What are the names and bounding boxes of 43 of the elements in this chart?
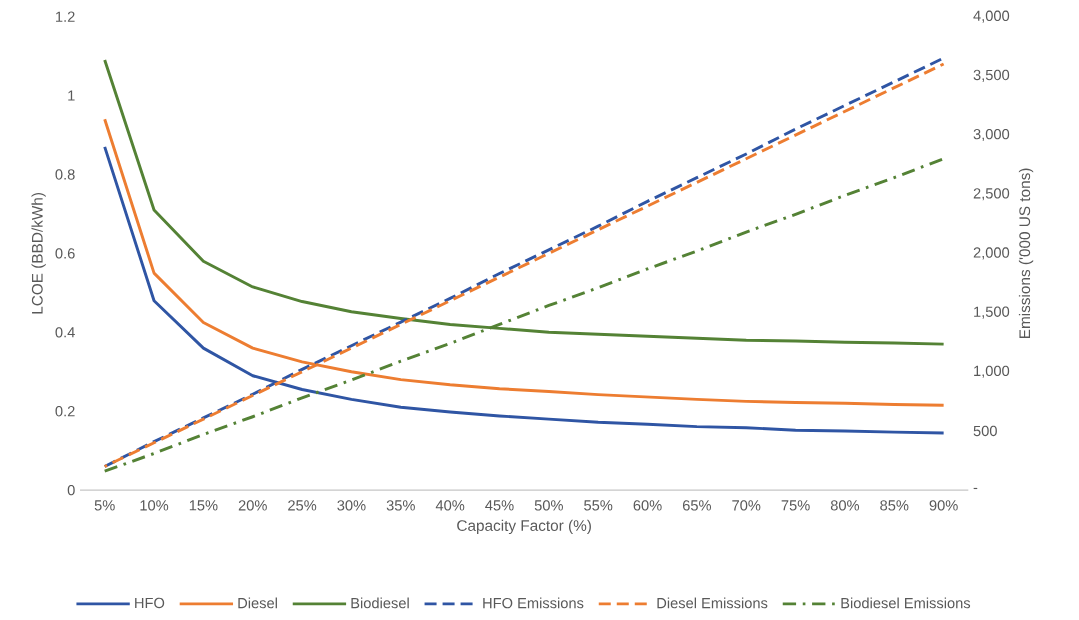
- x-tick-label: 70%: [732, 500, 761, 511]
- x-tick-label: 20%: [238, 500, 267, 511]
- y2-tick-label: 1,000: [974, 365, 1010, 379]
- y2-tick-label: 3,500: [973, 70, 1010, 83]
- x-tick-label: 30%: [337, 500, 366, 511]
- y-axis-title: LCOE (BBD/kWh): [31, 193, 46, 314]
- legend-label: Diesel Emissions: [657, 597, 768, 609]
- x-tick-label: 55%: [584, 500, 613, 511]
- y-tick-label: 0.2: [55, 406, 75, 417]
- x-tick-label: 45%: [485, 500, 514, 511]
- y2-tick-label: 2,000: [973, 247, 1010, 260]
- y-tick-label: 0: [67, 485, 75, 496]
- x-tick-label: 90%: [929, 500, 958, 511]
- y2-tick-label: 2,500: [973, 188, 1010, 201]
- y2-tick-label: 1,500: [974, 306, 1010, 319]
- x-tick-label: 65%: [682, 500, 712, 511]
- y-tick-label: 1: [68, 90, 75, 101]
- y2-tick-label: 500: [973, 426, 997, 437]
- x-tick-label: 80%: [830, 500, 860, 511]
- y-tick-label: 0.6: [55, 248, 75, 259]
- legend-label: HFO Emissions: [483, 597, 584, 609]
- x-tick-label: 40%: [435, 500, 465, 511]
- x-tick-label: 85%: [880, 500, 909, 511]
- x-tick-label: 60%: [633, 500, 662, 511]
- legend-label: HFO: [135, 597, 165, 609]
- x-tick-label: 15%: [189, 500, 218, 511]
- x-tick-label: 75%: [781, 500, 810, 511]
- legend-label: Biodiesel Emissions: [841, 597, 971, 609]
- x-tick-label: 10%: [140, 500, 169, 511]
- legend-label: Diesel: [238, 597, 277, 609]
- x-axis-title: Capacity Factor (%): [457, 519, 591, 535]
- x-tick-label: 50%: [534, 500, 563, 511]
- legend-label: Biodiesel: [351, 597, 409, 609]
- x-tick-label: 25%: [288, 500, 317, 511]
- y2-tick-label: -: [973, 488, 978, 490]
- x-tick-label: 35%: [386, 500, 415, 511]
- y2-axis-title: Emissions ('000 US tons): [1018, 168, 1034, 339]
- y-tick-label: 1.2: [56, 11, 75, 23]
- y2-tick-label: 4,000: [973, 10, 1010, 23]
- y-tick-label: 0.4: [55, 327, 75, 338]
- y-tick-label: 0.8: [55, 169, 75, 180]
- x-tick-label: 5%: [94, 500, 115, 511]
- y2-tick-label: 3,000: [973, 129, 1010, 142]
